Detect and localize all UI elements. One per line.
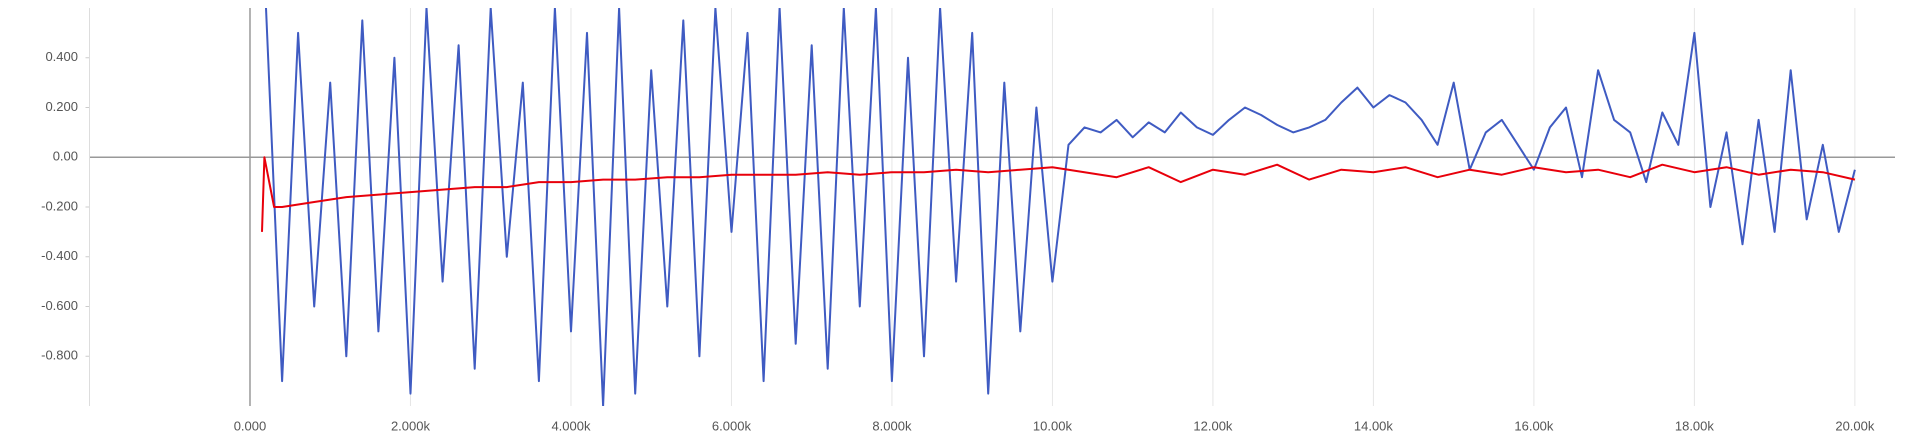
- y-tick-label: -0.800: [41, 348, 78, 363]
- plot-area: [261, 8, 1856, 406]
- x-tick-label: 0.000: [234, 418, 267, 433]
- y-tick-label: 0.400: [45, 49, 78, 64]
- y-tick-label: 0.00: [53, 149, 78, 164]
- x-tick-label: 4.000k: [551, 418, 591, 433]
- x-tick-label: 18.00k: [1675, 418, 1715, 433]
- grid: [85, 8, 1895, 406]
- x-tick-label: 20.00k: [1835, 418, 1875, 433]
- x-tick-label: 2.000k: [391, 418, 431, 433]
- y-tick-label: -0.600: [41, 298, 78, 313]
- x-tick-label: 16.00k: [1514, 418, 1554, 433]
- series-line: [265, 8, 1856, 406]
- x-tick-label: 10.00k: [1033, 418, 1073, 433]
- x-tick-label: 12.00k: [1193, 418, 1233, 433]
- series-line: [261, 156, 1856, 232]
- tick-labels: 0.000 2.000k 4.000k 6.000k 8.000k 10.00k 12.00…: [41, 49, 1875, 433]
- y-tick-label: 0.200: [45, 99, 78, 114]
- x-tick-label: 8.000k: [872, 418, 912, 433]
- x-tick-label: 14.00k: [1354, 418, 1394, 433]
- y-tick-label: -0.400: [41, 248, 78, 263]
- y-tick-label: -0.200: [41, 198, 78, 213]
- x-tick-label: 6.000k: [712, 418, 752, 433]
